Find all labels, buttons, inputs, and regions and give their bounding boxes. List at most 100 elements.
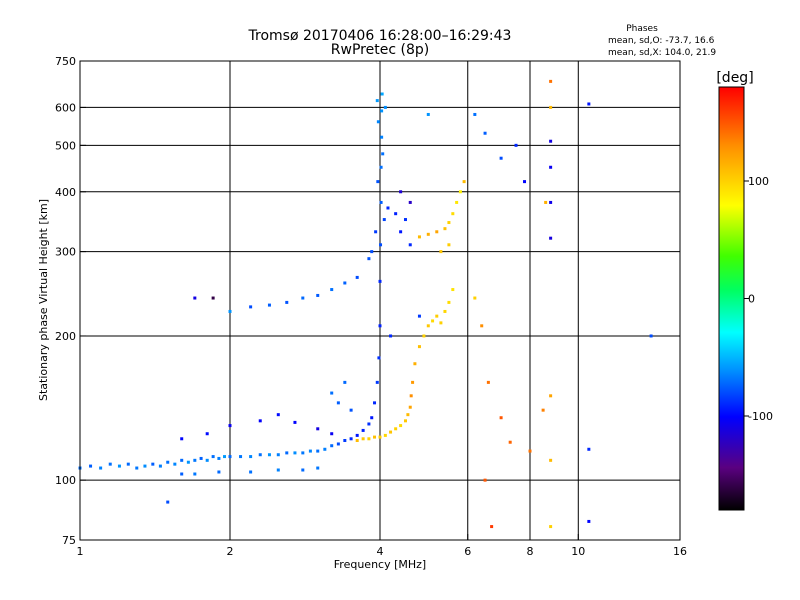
data-point: [293, 451, 297, 455]
data-point: [403, 218, 407, 222]
data-point: [408, 405, 412, 409]
data-point: [276, 453, 280, 457]
data-point: [426, 324, 430, 328]
data-point: [211, 455, 215, 459]
data-point: [549, 105, 553, 109]
data-point: [370, 416, 374, 420]
data-point: [490, 525, 494, 529]
data-point: [373, 401, 377, 405]
data-point: [143, 464, 147, 468]
data-point: [386, 206, 390, 210]
data-point: [409, 394, 413, 398]
data-point: [431, 319, 435, 323]
data-point: [443, 309, 447, 313]
data-point: [408, 243, 412, 247]
data-point: [301, 468, 305, 472]
data-point: [587, 102, 591, 106]
data-point: [117, 464, 121, 468]
data-point: [447, 243, 451, 247]
data-point: [180, 458, 184, 462]
colorbar-tick-label: 0: [748, 293, 755, 306]
data-point: [408, 200, 412, 204]
data-point: [166, 460, 170, 464]
data-point: [316, 293, 320, 297]
data-point: [549, 458, 553, 462]
data-point: [549, 525, 553, 529]
data-point: [549, 394, 553, 398]
data-point: [483, 131, 487, 135]
data-point: [435, 230, 439, 234]
y-axis-label: Stationary phase Virtual Height [km]: [37, 199, 50, 401]
data-point: [411, 380, 415, 384]
data-point: [301, 451, 305, 455]
phase-stats-x: mean, sd,X: 104.0, 21.9: [608, 48, 716, 58]
y-axis-ticks: 75 100 200 300 400 500 600 750: [55, 55, 86, 547]
data-point: [523, 180, 527, 184]
data-point: [276, 413, 280, 417]
data-point: [379, 243, 383, 247]
data-point: [447, 300, 451, 304]
data-point: [378, 435, 382, 439]
data-point: [380, 135, 384, 139]
data-point: [399, 230, 403, 234]
colorbar-ticks: 100 0 -100: [744, 175, 773, 423]
chart-subtitle: RwPretec (8p): [331, 42, 429, 58]
y-tick-label: 500: [55, 139, 76, 152]
data-point: [249, 455, 253, 459]
data-point: [367, 257, 371, 261]
data-point: [422, 334, 426, 338]
y-tick-label: 400: [55, 186, 76, 199]
phase-stats-heading: Phases: [626, 24, 658, 34]
data-point: [417, 345, 421, 349]
data-point: [451, 288, 455, 292]
x-axis-ticks: 1 2 4 6 8 10 16: [77, 534, 687, 558]
data-point: [378, 324, 382, 328]
data-point: [499, 156, 503, 160]
data-point: [249, 470, 253, 474]
data-point: [108, 462, 112, 466]
y-tick-label: 600: [55, 101, 76, 114]
data-point: [343, 380, 347, 384]
data-point: [249, 305, 253, 309]
data-point: [375, 380, 379, 384]
data-point: [508, 440, 512, 444]
data-point: [403, 419, 407, 423]
data-point: [389, 430, 393, 434]
data-point: [151, 462, 155, 466]
data-point: [267, 453, 271, 457]
data-point: [399, 190, 403, 194]
data-point: [316, 449, 320, 453]
data-point: [413, 362, 417, 366]
data-point: [541, 408, 545, 412]
data-point: [330, 288, 334, 292]
data-point: [158, 464, 162, 468]
data-point: [514, 143, 518, 147]
data-point: [186, 460, 190, 464]
data-point: [499, 416, 503, 420]
x-tick-label: 2: [227, 545, 234, 558]
data-point: [355, 439, 359, 443]
data-point: [383, 433, 387, 437]
data-point: [267, 303, 271, 307]
data-point: [417, 235, 421, 239]
data-point: [473, 112, 477, 116]
x-tick-label: 4: [377, 545, 384, 558]
phase-stats-o: mean, sd,O: -73.7, 16.6: [608, 36, 715, 46]
x-axis-label: Frequency [MHz]: [334, 558, 426, 571]
data-point: [373, 435, 377, 439]
data-point: [135, 466, 139, 470]
data-point: [330, 432, 334, 436]
data-point: [180, 437, 184, 441]
data-point: [361, 437, 365, 441]
data-point: [193, 458, 197, 462]
x-tick-label: 16: [673, 545, 687, 558]
data-point: [426, 112, 430, 116]
data-point: [301, 296, 305, 300]
data-point: [355, 433, 359, 437]
data-point: [330, 444, 334, 448]
data-point: [544, 200, 548, 204]
data-point: [455, 200, 459, 204]
data-point: [349, 408, 353, 412]
data-point: [336, 401, 340, 405]
